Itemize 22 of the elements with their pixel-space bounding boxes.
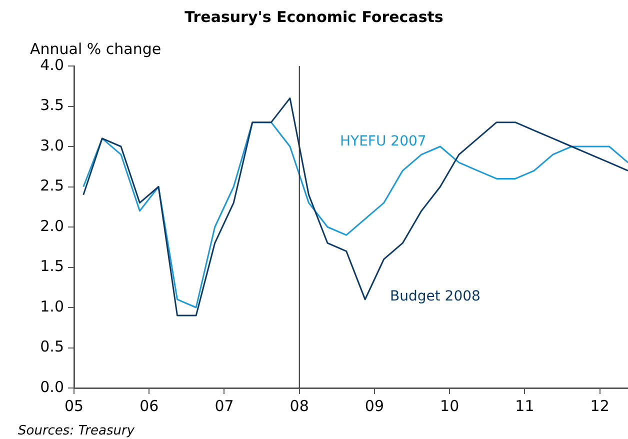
x-tick-label: 10 — [440, 396, 460, 415]
source-note: Sources: Treasury — [18, 423, 135, 438]
y-tick-label: 1.0 — [40, 297, 64, 316]
chart-title: Treasury's Economic Forecasts — [184, 8, 444, 26]
y-tick-label: 3.0 — [40, 136, 64, 154]
series-label: HYEFU 2007 — [340, 134, 426, 150]
x-tick-label: 08 — [290, 396, 309, 415]
y-tick-label: 1.5 — [40, 257, 64, 276]
y-tick-label: 0.0 — [40, 378, 64, 396]
y-axis-title: Annual % change — [30, 40, 162, 58]
x-tick-label: 09 — [364, 396, 384, 415]
x-tick-label: 11 — [515, 396, 534, 415]
series-label: Budget 2008 — [390, 288, 480, 305]
x-tick-label: 07 — [214, 396, 234, 415]
x-tick-label: 06 — [140, 396, 159, 415]
y-tick-label: 2.0 — [40, 216, 64, 235]
x-tick-label: 12 — [590, 396, 610, 415]
y-tick-label: 4.0 — [40, 56, 64, 74]
x-tick-label: 05 — [64, 396, 84, 415]
y-tick-label: 2.5 — [40, 176, 64, 195]
y-tick-label: 3.5 — [40, 96, 64, 114]
y-tick-label: 0.5 — [40, 338, 64, 356]
